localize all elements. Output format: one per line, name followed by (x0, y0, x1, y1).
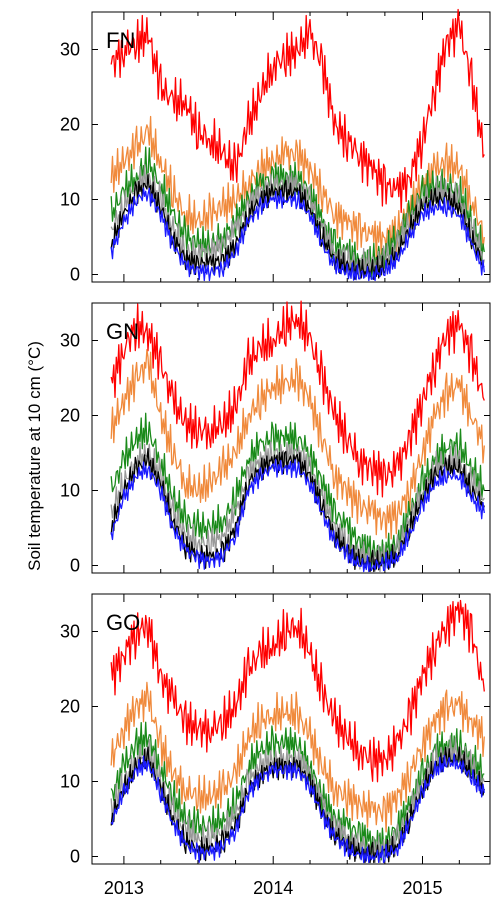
panel-fn: 0 10 20 30 FN (60, 8, 491, 285)
panel-go: 0 10 20 30 GO (60, 593, 491, 867)
x-tick-label: 2015 (402, 878, 442, 898)
y-tick-label: 10 (60, 481, 80, 501)
series-line (110, 458, 485, 573)
y-tick-label: 20 (60, 406, 80, 426)
y-axis-label: Soil temperature at 10 cm (°C) (25, 341, 44, 571)
series-line (110, 681, 485, 833)
panel-label: GO (106, 610, 140, 635)
y-tick-label: 0 (70, 265, 80, 285)
y-tick-label: 20 (60, 115, 80, 135)
series-line (110, 746, 485, 864)
y-tick-label: 30 (60, 622, 80, 642)
y-tick-label: 20 (60, 697, 80, 717)
panel-gn: 0 10 20 30 GN (60, 300, 491, 576)
y-tick-label: 10 (60, 772, 80, 792)
x-tick-label: 2014 (253, 878, 293, 898)
series-line (110, 8, 485, 214)
y-tick-label: 30 (60, 331, 80, 351)
series-line (110, 300, 485, 498)
series-line (110, 187, 485, 282)
y-tick-label: 10 (60, 190, 80, 210)
series-line (110, 721, 485, 861)
panel-frame (91, 11, 491, 283)
panel-frame (91, 593, 491, 865)
series-line (110, 146, 485, 280)
y-tick-label: 30 (60, 40, 80, 60)
panel-label: FN (106, 28, 135, 53)
series-line (110, 441, 485, 573)
panel-frame (91, 302, 491, 574)
series-line (110, 599, 485, 783)
series-line (110, 735, 485, 864)
panel-label: GN (106, 319, 139, 344)
x-tick-label: 2013 (104, 878, 144, 898)
series-line (110, 349, 485, 540)
y-tick-label: 0 (70, 847, 80, 867)
series-line (110, 753, 485, 864)
y-tick-label: 0 (70, 556, 80, 576)
